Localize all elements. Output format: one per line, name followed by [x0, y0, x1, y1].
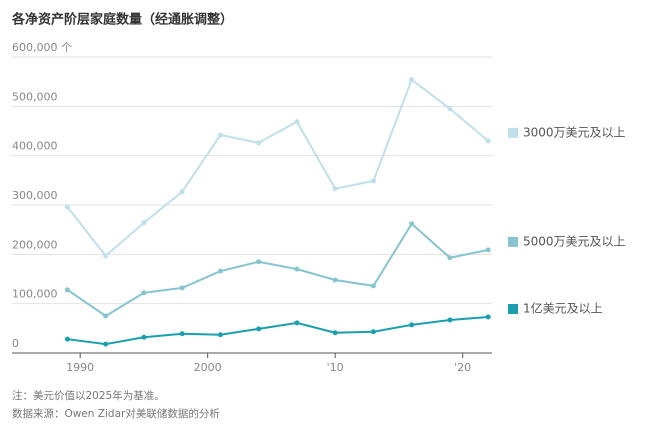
legend-swatch: [508, 127, 518, 138]
point: [179, 331, 185, 337]
point: [217, 268, 223, 274]
line: [66, 78, 489, 258]
point: [141, 220, 147, 226]
legend-label: 3000万美元及以上: [523, 125, 626, 139]
x-tick-label: 1990: [66, 361, 94, 374]
y-tick-label: 400,000: [12, 140, 58, 153]
line: [66, 222, 489, 318]
point: [64, 336, 70, 342]
point: [179, 189, 185, 195]
point: [103, 341, 109, 347]
y-tick-label: 500,000: [12, 90, 58, 103]
point: [217, 132, 223, 138]
y-tick-label: 0: [12, 337, 19, 350]
line: [67, 315, 489, 346]
legend-label: 5000万美元及以上: [523, 234, 626, 248]
legend-label: 1亿美元及以上: [523, 300, 603, 315]
y-tick-label: 300,000: [12, 189, 58, 202]
y-tick-label: 600,000 个: [12, 41, 72, 54]
point: [332, 330, 338, 336]
source: 数据来源：Owen Zidar对美联储数据的分析: [12, 407, 220, 420]
point: [294, 320, 300, 326]
point: [447, 317, 453, 323]
point: [294, 119, 300, 125]
x-tick-label: '20: [454, 361, 471, 374]
point: [447, 106, 453, 112]
point: [141, 334, 147, 340]
point: [294, 266, 300, 272]
point: [217, 332, 223, 338]
point: [64, 287, 70, 293]
point: [370, 283, 376, 289]
point: [485, 247, 491, 253]
point: [256, 326, 262, 332]
point: [64, 204, 70, 210]
legend-swatch: [508, 236, 518, 247]
point: [103, 313, 109, 319]
point: [370, 329, 376, 335]
point: [409, 77, 415, 83]
point: [409, 322, 415, 328]
point: [370, 178, 376, 184]
note: 注：美元价值以2025年为基准。: [12, 389, 165, 402]
point: [332, 277, 338, 283]
point: [141, 290, 147, 296]
point: [447, 255, 453, 261]
point: [485, 314, 491, 320]
point: [103, 253, 109, 259]
y-tick-label: 200,000: [12, 238, 58, 251]
point: [256, 140, 262, 146]
point: [179, 285, 185, 291]
point: [409, 221, 415, 227]
chart-title: 各净资产阶层家庭数量（经通胀调整）: [11, 12, 233, 28]
x-tick-label: '10: [327, 361, 344, 374]
y-tick-label: 100,000: [12, 288, 58, 301]
point: [485, 138, 491, 144]
legend-swatch: [508, 303, 518, 314]
x-tick-label: 2000: [194, 361, 222, 374]
point: [332, 186, 338, 192]
point: [256, 259, 262, 265]
